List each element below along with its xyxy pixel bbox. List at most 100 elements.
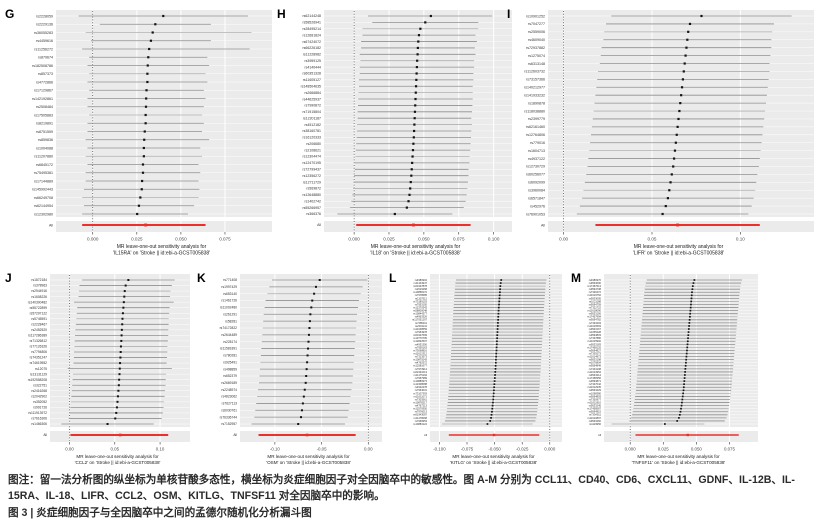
snp-label: rs2644489: [221, 333, 237, 337]
snp-label: rs61931013: [413, 370, 427, 374]
snp-label: rs17505883: [34, 113, 53, 117]
point-estimate: [689, 312, 691, 315]
axis-tick-label: 0.050: [691, 447, 703, 452]
snp-label: rs9594782: [589, 318, 602, 322]
point-estimate: [424, 21, 427, 24]
point-estimate: [407, 200, 410, 203]
point-estimate: [120, 339, 123, 342]
snp-label: rs7337880: [589, 336, 602, 340]
snp-label: rs1021188: [589, 299, 602, 303]
snp-label: rs7616306: [31, 417, 47, 421]
snp-label: rs60351328: [303, 72, 322, 76]
point-estimate: [676, 125, 679, 128]
snp-label: rs452976: [530, 204, 545, 208]
snp-label: rs1107512: [415, 296, 428, 300]
point-estimate: [142, 146, 145, 150]
point-estimate: [413, 123, 416, 126]
point-estimate: [691, 288, 694, 291]
snp-label: rs653140: [223, 292, 237, 296]
snp-label: rs4762572: [415, 361, 428, 365]
point-estimate: [682, 70, 685, 73]
snp-label: rs3960084: [528, 189, 545, 193]
point-estimate: [117, 384, 120, 387]
snp-label: rs17457613: [587, 284, 601, 288]
point-estimate: [497, 322, 499, 324]
point-estimate: [139, 196, 142, 199]
point-estimate: [680, 86, 684, 89]
point-estimate: [313, 292, 316, 295]
point-estimate: [686, 343, 689, 346]
all-point-estimate: [305, 433, 309, 437]
point-estimate: [307, 340, 310, 343]
point-estimate: [492, 395, 495, 398]
all-separator: [324, 217, 512, 221]
axis-tick-label: 0.000: [625, 447, 637, 452]
snp-label: rs7957989: [415, 376, 428, 380]
point-estimate: [411, 149, 415, 152]
point-estimate: [300, 416, 303, 419]
snp-label: rs17458125: [587, 345, 601, 349]
snp-label: rs1604713: [528, 149, 545, 153]
point-estimate: [489, 420, 492, 422]
point-estimate: [686, 38, 689, 41]
snp-label: rs11612312: [413, 351, 427, 355]
point-estimate: [318, 279, 321, 281]
snp-label: rs11616593: [587, 324, 601, 328]
snp-label: rs11178068: [414, 416, 428, 420]
snp-label: rs228174: [223, 340, 237, 344]
point-estimate: [493, 377, 496, 379]
forest-plot-M: rs4980970rs9533090rs17457613rs9594738rs7…: [571, 271, 758, 465]
snp-label: rs9533095: [589, 296, 602, 300]
point-estimate: [689, 306, 692, 309]
panel-letter: G: [5, 7, 14, 21]
panel-letter: K: [197, 271, 206, 285]
axis-title-line1: MR leave-one-out sensitivity analysis fo…: [637, 454, 720, 459]
snp-label: rs118038880: [524, 109, 545, 113]
point-estimate: [681, 401, 683, 404]
snp-label: rs11612935: [587, 385, 601, 389]
snp-label: rs9594803: [589, 333, 602, 337]
snp-label: rs12764806: [526, 133, 545, 137]
point-estimate: [664, 423, 666, 425]
axis-title-line2: 'LIFR' on 'Stroke || id:ebi-a-GCST005838…: [633, 251, 725, 257]
snp-label: rs11610897: [587, 416, 601, 420]
point-estimate: [411, 155, 414, 158]
point-estimate: [429, 14, 432, 18]
snp-label: rs10844377: [413, 312, 427, 316]
snp-label: rs4980904: [415, 278, 428, 282]
point-estimate: [496, 337, 498, 340]
point-estimate: [688, 325, 690, 327]
panel-K: rs771408 rs1997429 rs653140 rs1461726 rs1100…: [196, 268, 382, 468]
snp-label: rs12711729: [303, 180, 321, 184]
all-point-estimate: [118, 433, 122, 437]
point-estimate: [692, 282, 695, 284]
snp-label: rs74619552: [30, 361, 48, 365]
point-estimate: [416, 46, 419, 50]
point-estimate: [681, 398, 684, 401]
snp-label: rs10770705: [413, 336, 427, 340]
point-estimate: [124, 284, 127, 287]
forest-plot-G: rs2228059 rs2229136 rs36055283 rs4459616 rs1…: [5, 7, 272, 257]
point-estimate: [679, 410, 682, 413]
point-estimate: [685, 355, 688, 358]
point-estimate: [416, 59, 419, 62]
point-estimate: [144, 122, 147, 125]
snp-label: rs7339273: [589, 351, 602, 355]
axis-tick-label: 0.00: [65, 447, 74, 452]
point-estimate: [311, 299, 314, 302]
axis-tick-label: 0.025: [131, 237, 143, 242]
snp-label: rs12302980: [34, 212, 53, 216]
point-estimate: [675, 133, 678, 136]
axis-tick-label: 0.025: [658, 447, 670, 452]
axis-tick-label: 0.000: [87, 237, 99, 242]
point-estimate: [305, 375, 308, 377]
point-estimate: [118, 373, 121, 376]
point-estimate: [498, 294, 501, 297]
point-estimate: [500, 279, 503, 281]
snp-label: rs7152957: [221, 422, 237, 426]
point-estimate: [116, 400, 119, 403]
point-estimate: [118, 367, 121, 370]
snp-label: rs71326812: [30, 339, 48, 343]
point-estimate: [123, 290, 126, 293]
